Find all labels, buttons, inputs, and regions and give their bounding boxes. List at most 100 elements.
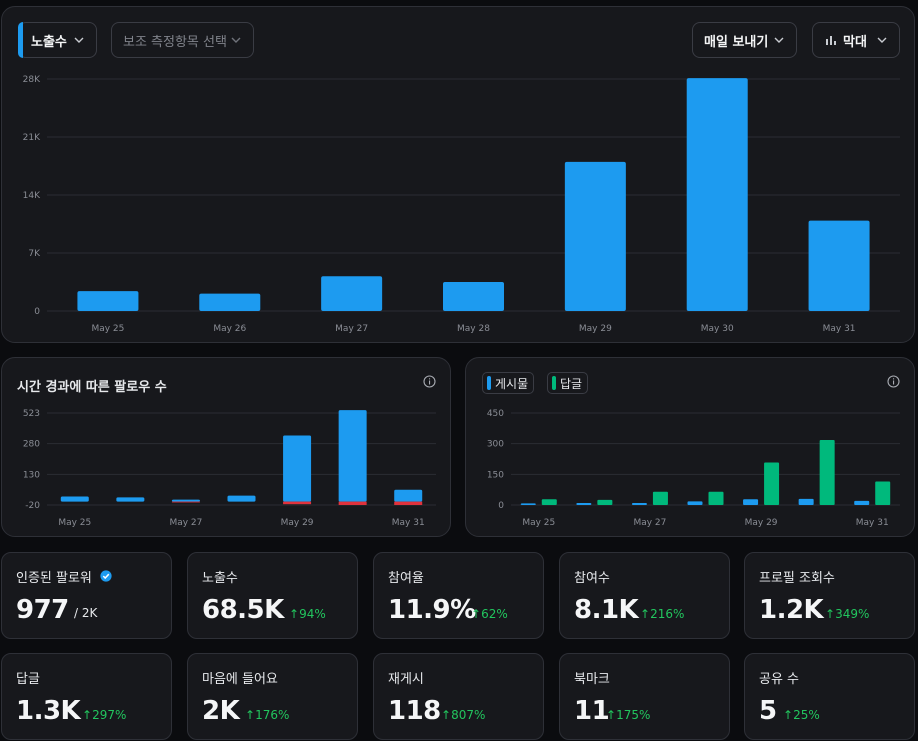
x-tick-label: May 25 bbox=[58, 518, 91, 528]
bar-replies bbox=[708, 491, 724, 505]
export-daily-label: 매일 보내기 bbox=[704, 34, 769, 50]
chart-type-dropdown[interactable]: 막대 bbox=[812, 22, 900, 58]
bar-posts bbox=[576, 502, 592, 505]
bar-loss bbox=[338, 501, 367, 505]
stat-reposts[interactable]: 재게시 118 ↑807% bbox=[373, 653, 544, 740]
export-daily-dropdown[interactable]: 매일 보내기 bbox=[692, 22, 797, 58]
bar-replies bbox=[652, 491, 668, 505]
followers-panel-title: 시간 경과에 따른 팔로우 수 bbox=[17, 380, 167, 395]
x-tick-label: May 31 bbox=[856, 518, 889, 528]
bar-gain bbox=[227, 495, 256, 502]
stat-profile-views[interactable]: 프로필 조회수 1.2K ↑349% bbox=[744, 552, 915, 639]
chevron-down-icon bbox=[74, 37, 84, 43]
x-tick-label: May 29 bbox=[745, 518, 778, 528]
bar-gain bbox=[394, 489, 423, 502]
y-tick-label: 21K bbox=[23, 133, 41, 143]
y-tick-label: 450 bbox=[487, 409, 504, 419]
stat-replies[interactable]: 답글 1.3K ↑297% bbox=[1, 653, 172, 740]
metric-dropdown-label: 노출수 bbox=[31, 34, 67, 50]
stat-label: 마음에 들어요 bbox=[202, 672, 278, 687]
info-icon[interactable] bbox=[887, 375, 900, 388]
legend-posts-label: 게시물 bbox=[495, 376, 529, 391]
x-tick-label: May 31 bbox=[392, 518, 425, 528]
bar-replies bbox=[764, 462, 780, 505]
legend-posts[interactable]: 게시물 bbox=[482, 372, 535, 394]
bar-gain bbox=[116, 497, 145, 502]
stat-likes[interactable]: 마음에 들어요 2K ↑176% bbox=[187, 653, 358, 740]
verified-badge-icon bbox=[100, 570, 112, 582]
chevron-down-icon bbox=[231, 37, 241, 43]
bar bbox=[199, 293, 261, 311]
stat-change: ↑807% bbox=[441, 708, 486, 722]
stat-label: 재게시 bbox=[388, 672, 424, 687]
bar-posts bbox=[743, 499, 759, 505]
y-tick-label: 280 bbox=[23, 440, 40, 450]
stat-change: ↑175% bbox=[606, 708, 651, 722]
secondary-metric-dropdown[interactable]: 보조 측정항목 선택 bbox=[111, 22, 254, 58]
bar-loss bbox=[394, 501, 423, 505]
bar bbox=[443, 282, 504, 311]
bar bbox=[321, 276, 383, 311]
legend-replies[interactable]: 답글 bbox=[547, 372, 589, 394]
bar-replies bbox=[597, 499, 613, 505]
stat-value: 8.1K bbox=[574, 595, 639, 625]
info-icon[interactable] bbox=[423, 375, 436, 388]
secondary-metric-placeholder: 보조 측정항목 선택 bbox=[123, 34, 227, 50]
bar-loss bbox=[171, 501, 200, 503]
stat-label: 참여율 bbox=[388, 571, 424, 586]
stat-value: 1.2K bbox=[759, 595, 824, 625]
bar-replies bbox=[875, 481, 891, 505]
stat-label: 북마크 bbox=[574, 672, 610, 687]
x-tick-label: May 27 bbox=[169, 518, 202, 528]
bar-posts bbox=[854, 500, 870, 505]
y-tick-label: 130 bbox=[23, 470, 40, 480]
stat-value: 2K bbox=[202, 696, 240, 726]
bar-posts bbox=[798, 498, 814, 505]
stat-change: ↑176% bbox=[245, 708, 290, 722]
stat-engagement-rate[interactable]: 참여율 11.9% ↑62% bbox=[373, 552, 544, 639]
posts-replies-card: 게시물 답글 450 300 150 0 May 25 May 27 May 29 May 3… bbox=[465, 357, 915, 537]
y-tick-label: -20 bbox=[25, 501, 40, 511]
stat-change: ↑349% bbox=[825, 607, 870, 621]
stat-impressions[interactable]: 노출수 68.5K ↑94% bbox=[187, 552, 358, 639]
stat-value: 977 bbox=[16, 595, 69, 625]
stat-engagements[interactable]: 참여수 8.1K ↑216% bbox=[559, 552, 730, 639]
stat-label: 공유 수 bbox=[759, 672, 800, 687]
stat-bookmarks[interactable]: 북마크 11 ↑175% bbox=[559, 653, 730, 740]
impressions-bar-chart: 28K 21K 14K 7K 0 May 25 May 26 May 27 May 28 May … bbox=[23, 75, 900, 334]
y-tick-label: 28K bbox=[23, 75, 41, 85]
y-tick-label: 14K bbox=[23, 191, 41, 201]
bar-posts bbox=[520, 503, 536, 505]
impressions-chart-card: 노출수 보조 측정항목 선택 매일 보내기 막대 28K 21K 14K 7K 0 May… bbox=[1, 6, 915, 343]
bar-posts bbox=[631, 502, 647, 505]
bar-replies bbox=[541, 499, 557, 505]
bar-replies bbox=[819, 439, 835, 505]
x-tick-label: May 31 bbox=[823, 324, 856, 334]
stat-change: ↑62% bbox=[471, 607, 508, 621]
bar bbox=[564, 161, 626, 311]
stat-change: ↑94% bbox=[289, 607, 326, 621]
stat-shares[interactable]: 공유 수 5 ↑25% bbox=[744, 653, 915, 740]
y-tick-label: 300 bbox=[487, 440, 504, 450]
x-tick-label: May 28 bbox=[457, 324, 490, 334]
x-tick-label: May 27 bbox=[633, 518, 666, 528]
chart-type-label: 막대 bbox=[843, 34, 867, 50]
stat-label: 답글 bbox=[16, 672, 40, 687]
stat-value: 1.3K bbox=[16, 696, 81, 726]
bar-loss bbox=[283, 501, 312, 505]
legend-replies-label: 답글 bbox=[560, 376, 583, 391]
chevron-down-icon bbox=[774, 37, 784, 43]
bar bbox=[808, 220, 870, 311]
y-tick-label: 150 bbox=[487, 470, 504, 480]
stat-value: 118 bbox=[388, 696, 441, 726]
x-tick-label: May 25 bbox=[91, 324, 124, 334]
bar-gain bbox=[60, 496, 89, 502]
x-tick-label: May 26 bbox=[213, 324, 246, 334]
y-tick-label: 523 bbox=[23, 409, 40, 419]
x-tick-label: May 30 bbox=[701, 324, 734, 334]
bar-chart-icon bbox=[826, 36, 836, 45]
x-tick-label: May 27 bbox=[335, 324, 368, 334]
stat-verified-followers[interactable]: 인증된 팔로워 977 / 2K bbox=[1, 552, 172, 639]
metric-dropdown[interactable]: 노출수 bbox=[18, 22, 97, 58]
chevron-down-icon bbox=[877, 37, 887, 43]
